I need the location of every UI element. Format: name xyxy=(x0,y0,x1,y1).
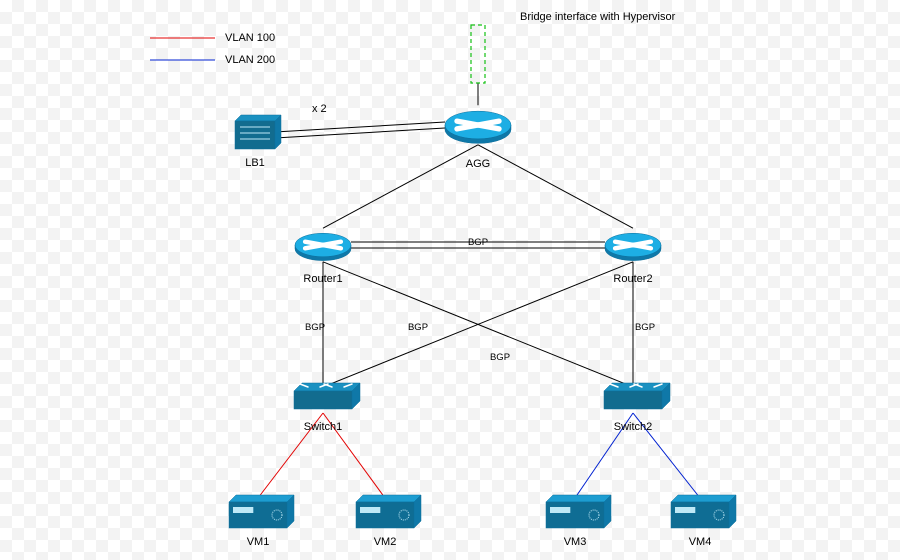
legend-label: VLAN 100 xyxy=(225,32,275,44)
legend-label: VLAN 200 xyxy=(225,54,275,66)
node-label: VM4 xyxy=(689,536,712,548)
node-label: Switch2 xyxy=(614,421,653,433)
node-label: Switch1 xyxy=(304,421,343,433)
edge-label: BGP xyxy=(468,237,488,248)
edge-label: BGP xyxy=(490,352,510,363)
edge-label: BGP xyxy=(305,322,325,333)
switch-Switch1 xyxy=(294,383,360,409)
edge xyxy=(478,145,633,228)
edge-label: BGP xyxy=(408,322,428,333)
server-VM1 xyxy=(229,495,294,528)
node-label: VM2 xyxy=(374,536,397,548)
edge xyxy=(275,128,445,138)
bridge-annotation: Bridge interface with Hypervisor xyxy=(520,11,676,23)
server-VM4 xyxy=(671,495,736,528)
bridge-stub xyxy=(471,25,485,83)
node-label: Router1 xyxy=(303,273,342,285)
router-Router2 xyxy=(605,233,661,260)
edge xyxy=(323,145,478,228)
edge xyxy=(275,122,445,132)
node-label: Router2 xyxy=(613,273,652,285)
node-label: VM3 xyxy=(564,536,587,548)
router-Router1 xyxy=(295,233,351,260)
x2-annotation: x 2 xyxy=(312,103,327,115)
router-AGG xyxy=(445,111,511,143)
node-label: VM1 xyxy=(247,536,270,548)
loadbalancer-LB1 xyxy=(235,115,281,149)
edge-label: BGP xyxy=(635,322,655,333)
server-VM2 xyxy=(356,495,421,528)
diagram-canvas: BGP BGP BGP BGP BGP AGG Router1 Router2 LB1 Switc… xyxy=(0,0,900,560)
node-label: LB1 xyxy=(245,157,265,169)
server-VM3 xyxy=(546,495,611,528)
node-label: AGG xyxy=(466,158,490,170)
switch-Switch2 xyxy=(604,383,670,409)
